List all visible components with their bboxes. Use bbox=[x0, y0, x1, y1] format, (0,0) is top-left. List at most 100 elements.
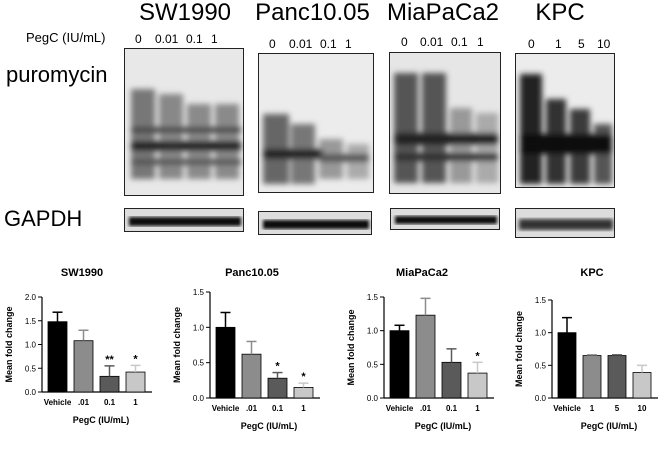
conc-mia-3: 1 bbox=[477, 35, 484, 49]
bar bbox=[441, 361, 462, 399]
bar bbox=[415, 314, 436, 399]
category-label: 1 bbox=[590, 404, 595, 413]
x-axis-label: PegC (IU/mL) bbox=[581, 421, 638, 431]
y-tick-label: 0.0 bbox=[535, 394, 547, 403]
y-tick-label: 0.5 bbox=[25, 364, 37, 373]
x-axis-label: PegC (IU/mL) bbox=[241, 421, 298, 431]
gapdh-blot-panc1005 bbox=[258, 211, 372, 235]
conc-mia-2: 0.1 bbox=[451, 35, 468, 49]
bar bbox=[632, 372, 652, 399]
significance-marker: * bbox=[275, 361, 280, 373]
category-label: 0.1 bbox=[104, 398, 116, 407]
chart-title: KPC bbox=[580, 267, 603, 279]
puromycin-blot-sw1990 bbox=[124, 48, 244, 196]
chart-kpc: KPC 0.0 0.5 1.0 1.5 Mean fold change Vehicle 1 5… bbox=[500, 262, 669, 454]
category-label: 1 bbox=[301, 404, 306, 413]
y-tick-label: 1.0 bbox=[193, 323, 205, 332]
chart-title: Panc10.05 bbox=[225, 267, 279, 279]
significance-marker: * bbox=[301, 371, 306, 383]
y-tick-label: 1.0 bbox=[367, 327, 379, 336]
y-tick-label: 0.0 bbox=[25, 388, 37, 397]
category-label: 10 bbox=[638, 404, 647, 413]
category-label: .01 bbox=[246, 404, 258, 413]
x-axis-label: PegC (IU/mL) bbox=[73, 415, 130, 425]
bar bbox=[47, 321, 68, 393]
conc-kpc-2: 5 bbox=[578, 37, 585, 51]
category-label: Vehicle bbox=[44, 398, 72, 407]
title-panc1005: Panc10.05 bbox=[255, 0, 370, 26]
conc-kpc-0: 0 bbox=[528, 37, 535, 51]
category-label: 5 bbox=[615, 404, 620, 413]
conc-sw1990-3: 1 bbox=[211, 32, 218, 46]
title-kpc: KPC bbox=[535, 0, 585, 26]
gapdh-blot-miapaca2 bbox=[390, 208, 500, 230]
y-tick-label: 0.0 bbox=[367, 394, 379, 403]
bar bbox=[73, 340, 94, 393]
conc-sw1990-1: 0.01 bbox=[155, 32, 179, 46]
title-miapaca2: MiaPaCa2 bbox=[386, 0, 500, 26]
category-label: 1 bbox=[133, 398, 138, 407]
chart-sw1990: SW1990 0.0 0.5 1.0 1.5 2.0 Mean fold change Veh… bbox=[0, 262, 170, 454]
chart-miapaca2: MiaPaCa2 0.0 0.5 1.0 1.5 Mean fold change Vehi… bbox=[340, 262, 508, 454]
y-tick-label: 1.0 bbox=[25, 341, 37, 350]
bar bbox=[267, 377, 288, 399]
y-tick-label: 1.5 bbox=[367, 293, 379, 302]
y-tick-label: 1.0 bbox=[535, 329, 547, 338]
conc-panc-1: 0.01 bbox=[289, 37, 313, 51]
y-tick-label: 0.5 bbox=[535, 361, 547, 370]
title-sw1990: SW1990 bbox=[138, 0, 232, 26]
dose-label: PegC (IU/mL) bbox=[26, 30, 106, 45]
bar bbox=[467, 372, 488, 399]
y-tick-label: 2.0 bbox=[25, 293, 37, 302]
category-label: .01 bbox=[420, 404, 432, 413]
chart-panc1005: Panc10.05 0.0 0.5 1.0 1.5 Mean fold change Veh… bbox=[170, 262, 340, 454]
bar bbox=[557, 332, 577, 399]
y-axis-label: Mean fold change bbox=[4, 306, 14, 382]
bar bbox=[582, 355, 602, 399]
bar bbox=[241, 353, 262, 399]
x-axis-label: PegC (IU/mL) bbox=[415, 421, 472, 431]
significance-marker: * bbox=[475, 350, 480, 362]
puromycin-blot-kpc bbox=[515, 53, 615, 188]
conc-sw1990-2: 0.1 bbox=[186, 32, 203, 46]
bar bbox=[607, 355, 627, 399]
y-tick-label: 1.5 bbox=[535, 296, 547, 305]
y-tick-label: 1.5 bbox=[25, 317, 37, 326]
conc-kpc-3: 10 bbox=[597, 37, 611, 51]
significance-marker: * bbox=[133, 353, 138, 365]
chart-title: SW1990 bbox=[61, 267, 103, 279]
gapdh-blot-sw1990 bbox=[124, 208, 244, 232]
category-label: Vehicle bbox=[212, 404, 240, 413]
y-tick-label: 0.0 bbox=[193, 394, 205, 403]
category-label: Vehicle bbox=[386, 404, 414, 413]
bar bbox=[125, 371, 146, 393]
y-tick-label: 0.5 bbox=[193, 359, 205, 368]
significance-marker: ** bbox=[105, 354, 114, 366]
conc-sw1990-0: 0 bbox=[135, 32, 142, 46]
y-axis-label: Mean fold change bbox=[346, 309, 356, 385]
bar bbox=[389, 330, 410, 399]
bar bbox=[99, 375, 120, 393]
conc-mia-0: 0 bbox=[401, 35, 408, 49]
category-label: 1 bbox=[475, 404, 480, 413]
bar bbox=[215, 326, 236, 399]
conc-panc-3: 1 bbox=[345, 37, 352, 51]
category-label: Vehicle bbox=[553, 404, 581, 413]
gapdh-blot-kpc bbox=[515, 208, 615, 238]
puromycin-row-label: puromycin bbox=[6, 62, 108, 87]
gapdh-row-label: GAPDH bbox=[4, 206, 83, 231]
conc-panc-2: 0.1 bbox=[320, 37, 337, 51]
chart-title: MiaPaCa2 bbox=[396, 267, 448, 279]
bar bbox=[293, 387, 314, 399]
y-tick-label: 0.5 bbox=[367, 360, 379, 369]
category-label: .01 bbox=[78, 398, 90, 407]
conc-kpc-1: 1 bbox=[555, 37, 562, 51]
y-tick-label: 1.5 bbox=[193, 288, 205, 297]
y-axis-label: Mean fold change bbox=[514, 311, 524, 387]
category-label: 0.1 bbox=[446, 404, 458, 413]
puromycin-blot-miapaca2 bbox=[389, 52, 501, 194]
conc-mia-1: 0.01 bbox=[420, 35, 444, 49]
conc-panc-0: 0 bbox=[269, 37, 276, 51]
category-label: 0.1 bbox=[272, 404, 284, 413]
y-axis-label: Mean fold change bbox=[172, 307, 182, 383]
